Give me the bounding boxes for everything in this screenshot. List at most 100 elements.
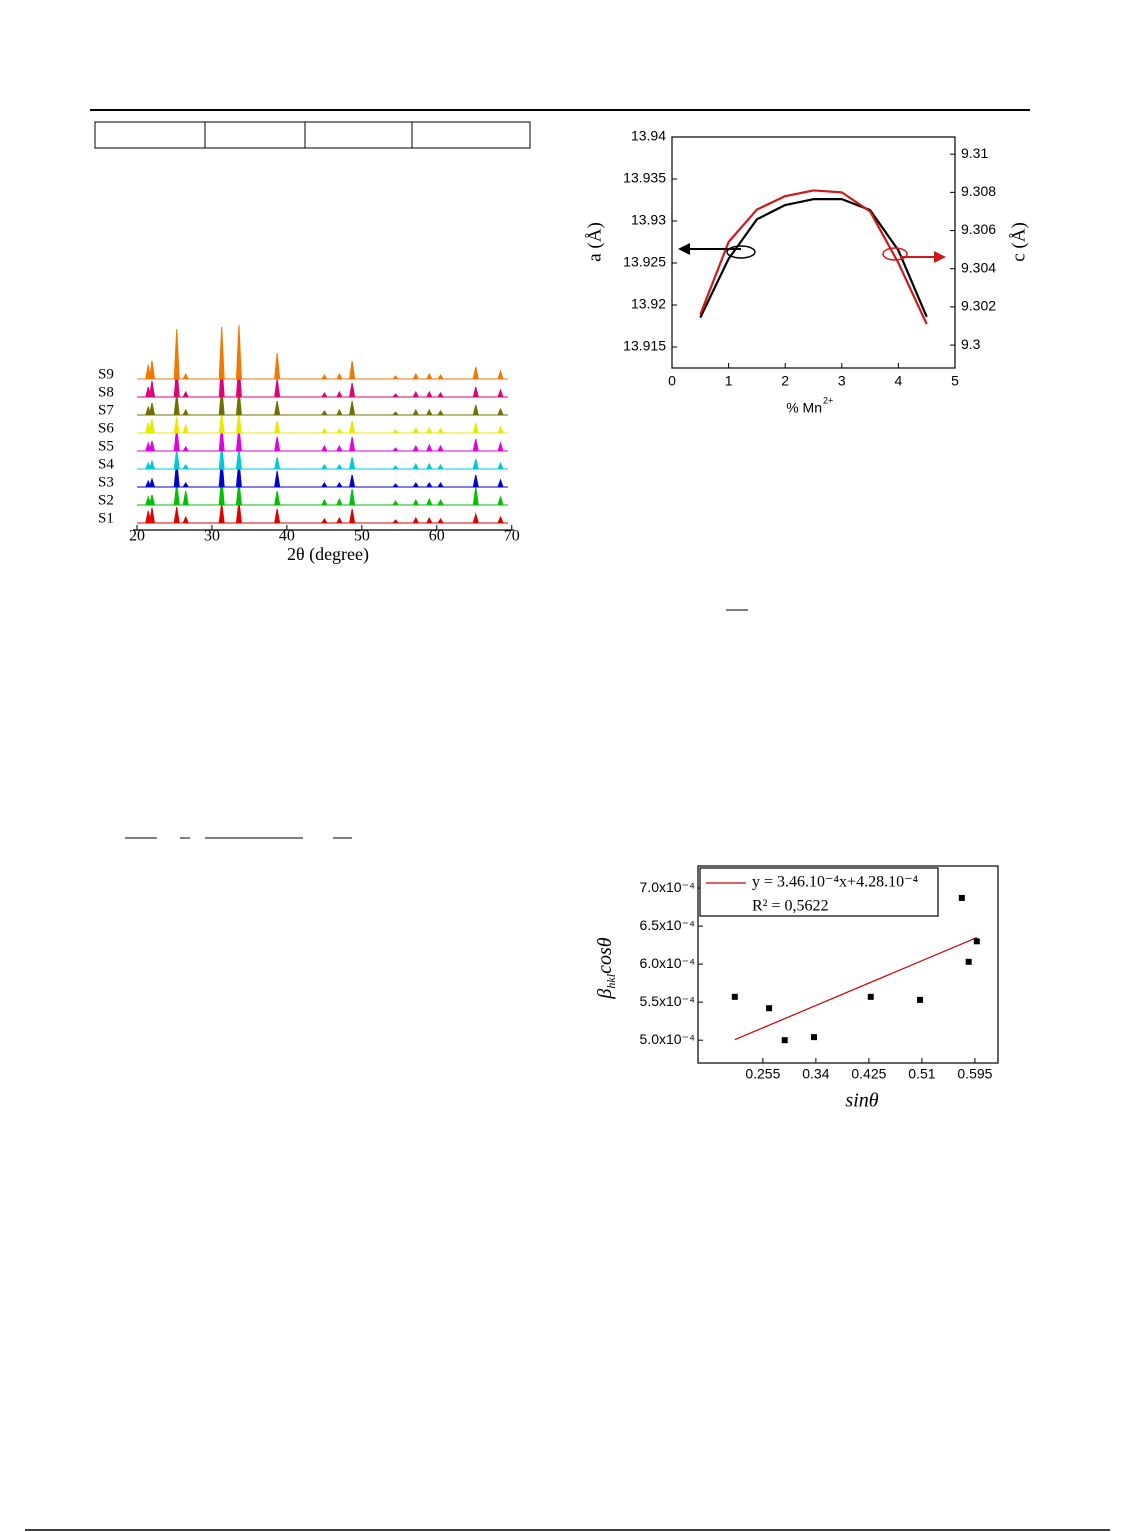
peak — [218, 502, 225, 524]
peak — [182, 423, 189, 434]
peak — [412, 390, 419, 398]
y-tick-label: 6.0x10⁻⁴ — [640, 955, 695, 971]
series-label: S9 — [98, 366, 114, 382]
x-tick-label: 0.595 — [957, 1066, 992, 1082]
peak — [497, 388, 504, 398]
y2-tick-label: 9.31 — [961, 145, 988, 161]
peak — [392, 375, 399, 380]
peak — [321, 518, 328, 524]
peak — [349, 456, 356, 470]
peak — [497, 369, 504, 380]
peak — [182, 482, 189, 488]
peak — [149, 459, 155, 470]
arrow-head — [934, 251, 946, 263]
peak — [426, 497, 433, 506]
peak — [392, 411, 399, 416]
peak — [274, 436, 281, 452]
point — [766, 1005, 773, 1012]
peak — [437, 518, 444, 524]
x-tick-label: 5 — [951, 373, 959, 389]
peak — [321, 498, 328, 506]
peak — [336, 516, 343, 524]
peak — [274, 456, 281, 470]
x-tick-label: 20 — [129, 528, 145, 545]
peak — [235, 324, 242, 380]
peak — [497, 478, 504, 488]
x-tick-label: 0 — [668, 373, 676, 389]
peak — [497, 425, 504, 434]
peak — [437, 374, 444, 380]
x-tick-label: 0.425 — [851, 1066, 886, 1082]
point — [917, 996, 924, 1003]
peak — [392, 465, 399, 470]
peak — [349, 420, 356, 434]
peak — [274, 400, 281, 416]
peak — [149, 494, 155, 506]
x-tick-label: 0.255 — [745, 1066, 780, 1082]
x-tick-label: 0.51 — [908, 1066, 935, 1082]
peak — [148, 360, 155, 380]
peak — [412, 372, 419, 380]
axis-indicator — [882, 247, 908, 261]
peak — [173, 328, 180, 380]
peak — [472, 386, 479, 398]
peak — [426, 462, 433, 470]
x-tick-label: 30 — [204, 528, 220, 545]
peak — [349, 436, 356, 452]
peak — [497, 495, 504, 506]
peak — [235, 412, 242, 434]
peak — [472, 486, 479, 506]
table-row — [94, 121, 531, 149]
peak — [472, 474, 479, 488]
y2-tick-label: 9.304 — [961, 259, 996, 275]
peak — [149, 440, 155, 452]
peak — [182, 490, 189, 506]
legend-box — [699, 867, 939, 917]
peak — [472, 366, 479, 380]
peak — [392, 393, 399, 398]
point — [965, 958, 972, 965]
peak — [149, 477, 155, 488]
peak — [148, 418, 155, 434]
x-axis-label: % Mn — [786, 400, 822, 416]
peak — [392, 447, 399, 452]
peak — [437, 428, 444, 434]
y-axis-label: a (Å) — [584, 222, 605, 262]
y-tick-label: 13.93 — [631, 212, 666, 228]
peak — [497, 461, 504, 470]
peak — [218, 326, 225, 380]
axis-indicator — [726, 245, 756, 259]
series-label: S8 — [98, 384, 114, 400]
peak — [218, 412, 225, 434]
peak — [182, 515, 189, 524]
peak — [274, 490, 281, 506]
peak — [426, 408, 433, 416]
peak — [274, 508, 281, 524]
peak — [412, 462, 419, 470]
fit-line — [734, 937, 978, 1041]
point — [958, 894, 965, 901]
x-axis-label: 2θ (degree) — [287, 544, 369, 565]
peak — [274, 470, 281, 488]
peak — [392, 519, 399, 524]
peak — [472, 512, 479, 524]
peak — [349, 382, 356, 398]
x-tick-label: 60 — [429, 528, 445, 545]
plot-frame — [671, 136, 956, 369]
peak — [426, 482, 433, 488]
y2-tick-label: 9.3 — [961, 336, 981, 352]
peak — [336, 408, 343, 416]
peak — [182, 390, 189, 398]
peak — [274, 378, 281, 398]
peak — [349, 400, 356, 416]
peak — [472, 438, 479, 452]
point — [867, 993, 874, 1000]
y-tick-label: 5.0x10⁻⁴ — [640, 1031, 695, 1047]
peak — [349, 474, 356, 488]
peak — [173, 448, 180, 470]
y-axis-label-text: βhklcosθ — [594, 937, 618, 999]
peak — [497, 407, 504, 416]
y-axis-label-part: β — [594, 989, 616, 1000]
x-tick-label: 3 — [838, 373, 846, 389]
